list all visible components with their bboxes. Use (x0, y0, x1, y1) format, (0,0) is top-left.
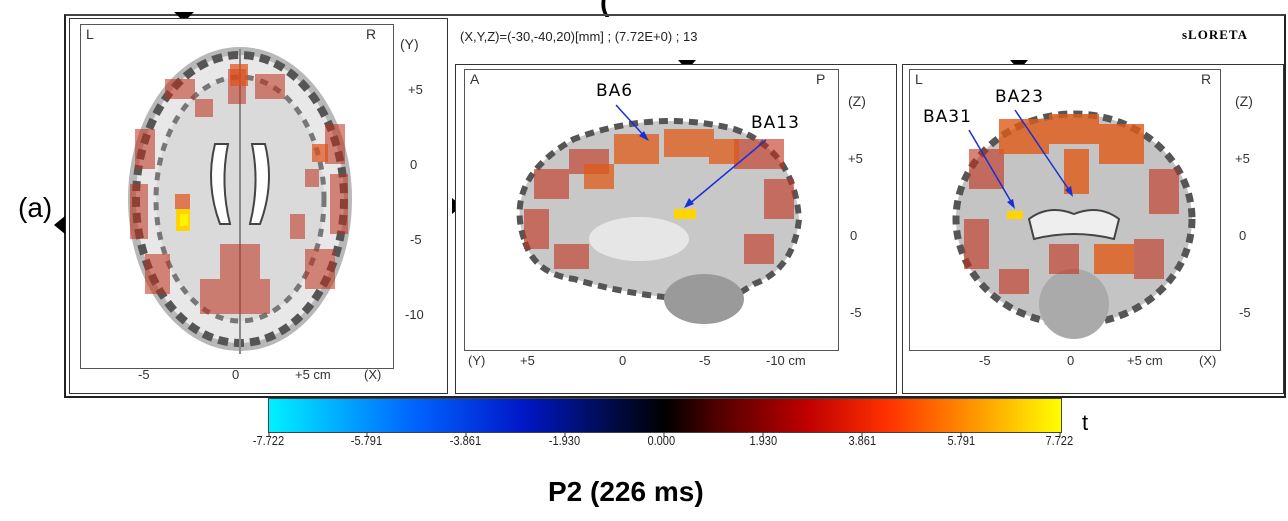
figure-caption: P2 (226 ms) (548, 476, 704, 507)
coronal-x-tick: -5 (979, 353, 991, 368)
axial-x-tick: +5 cm (295, 367, 331, 382)
coronal-image-box (909, 69, 1221, 351)
colorbar-tick-label: -7.722 (252, 433, 285, 448)
axial-x-tick: 0 (232, 367, 240, 382)
slice-marker-top-axial[interactable] (174, 12, 194, 22)
sagittal-view[interactable]: A P (Z) +5 0 -5 (Y) +5 0 -5 -10 cm BA6 B… (455, 64, 897, 394)
axial-corner-left: L (86, 26, 94, 42)
panel-label: (a) (18, 192, 53, 223)
top-title-fragment: ( (600, 0, 610, 17)
coronal-z-tick: +5 (1235, 151, 1250, 166)
coronal-x-axis-label: (X) (1199, 353, 1217, 368)
sagittal-axis-z-label: (Z) (848, 93, 866, 109)
slice-marker-left[interactable] (54, 216, 65, 234)
coordinate-readout: (X,Y,Z)=(-30,-40,20)[mm] ; (7.72E+0) ; 1… (460, 29, 698, 44)
colorbar-tick-label: 7.722 (1045, 433, 1074, 448)
axial-y-tick: +5 (408, 82, 423, 97)
sagittal-x-tick: -5 (699, 353, 711, 368)
sagittal-z-tick: +5 (848, 151, 863, 166)
axial-corner-right: R (366, 26, 377, 42)
axial-brain-image (128, 47, 352, 354)
annotation-ba23: BA23 (995, 87, 1044, 107)
sagittal-image-box (464, 69, 839, 351)
colorbar-tick-label: 0.000 (647, 433, 676, 448)
axial-view[interactable]: L R (Y) +5 0 -5 -10 -5 0 +5 cm (X) (69, 18, 448, 394)
viewer-frame (64, 14, 1286, 398)
axial-y-tick: -10 (405, 307, 424, 322)
sagittal-z-tick: -5 (850, 305, 862, 320)
coronal-x-tick: 0 (1067, 353, 1075, 368)
annotation-arrows-sagittal (615, 104, 767, 208)
axial-axis-y-label: (Y) (400, 36, 419, 52)
axial-y-tick: -5 (410, 232, 422, 247)
axial-y-tick: 0 (410, 157, 418, 172)
sagittal-corner-right: P (816, 71, 826, 87)
colorbar-tick-label: -3.861 (449, 433, 482, 448)
colorbar-tick-label: -5.791 (350, 433, 383, 448)
sagittal-corner-left: A (470, 71, 480, 87)
colorbar-tick-label: 5.791 (947, 433, 976, 448)
coronal-view[interactable]: L R (Z) +5 0 -5 -5 0 +5 cm (X) BA31 BA23 (902, 64, 1284, 394)
coronal-corner-right: R (1201, 71, 1212, 87)
coronal-z-tick: 0 (1239, 228, 1247, 243)
annotation-ba6: BA6 (596, 81, 634, 101)
coronal-x-tick: +5 cm (1127, 353, 1163, 368)
coronal-axis-z-label: (Z) (1235, 93, 1253, 109)
sagittal-brain-image (516, 118, 803, 324)
colorbar-tick-label: -1.930 (548, 433, 581, 448)
axial-image-box (80, 24, 394, 369)
colorbar-tick-label: 3.861 (848, 433, 877, 448)
annotation-ba13: BA13 (751, 113, 800, 133)
coronal-z-tick: -5 (1239, 305, 1251, 320)
sagittal-z-tick: 0 (850, 228, 858, 243)
sagittal-x-tick: 0 (619, 353, 627, 368)
coronal-corner-left: L (915, 71, 923, 87)
sagittal-x-tick: -10 cm (766, 353, 806, 368)
method-label: sLORETA (1182, 27, 1248, 42)
axial-x-axis-label: (X) (364, 367, 382, 382)
coronal-brain-image (952, 110, 1196, 339)
sagittal-x-axis-label: (Y) (468, 353, 486, 368)
colorbar (268, 398, 1062, 433)
axial-x-tick: -5 (138, 367, 150, 382)
annotation-ba31: BA31 (923, 107, 972, 127)
colorbar-ticks (268, 432, 1061, 437)
colorbar-unit-label: t (1082, 410, 1089, 435)
colorbar-tick-label: 1.930 (749, 433, 778, 448)
annotation-arrows-coronal (968, 109, 1073, 209)
sagittal-x-tick: +5 (520, 353, 535, 368)
